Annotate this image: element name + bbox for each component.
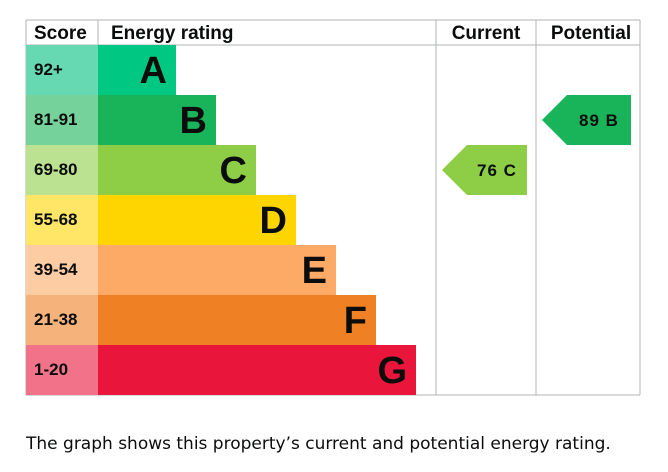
band-letter-d: D [260,200,287,242]
rating-bands: 92+ A 81-91 B 69-80 C 55-68 D 39-54 E 21-38 F 1-20 G [26,45,416,395]
score-range-c: 69-80 [34,160,77,179]
band-letter-b: B [180,100,207,142]
band-bar-g [98,345,416,395]
score-cell-b [26,95,98,145]
band-letter-f: F [344,300,367,342]
band-bar-d [98,195,296,245]
band-letter-c: C [220,150,247,192]
epc-chart: Score Energy rating Current Potential 92… [25,19,641,396]
band-bar-c [98,145,256,195]
header-score: Score [34,23,87,44]
band-bar-e [98,245,336,295]
score-cell-d [26,195,98,245]
band-bar-f [98,295,376,345]
score-range-e: 39-54 [34,260,78,279]
score-range-b: 81-91 [34,110,77,129]
score-range-d: 55-68 [34,210,77,229]
chart-caption: The graph shows this property’s current … [26,434,611,454]
score-cell-a [26,45,98,95]
score-cell-e [26,245,98,295]
score-cell-c [26,145,98,195]
chart-headers: Score Energy rating Current Potential [34,23,631,44]
current-rating-arrow [442,145,527,195]
potential-rating-label: 89 B [579,111,619,130]
band-letter-g: G [377,350,407,392]
rating-markers: 76 C 89 B [442,95,631,195]
score-range-a: 92+ [34,60,63,79]
band-bar-a [98,45,176,95]
score-range-f: 21-38 [34,310,77,329]
score-cell-f [26,295,98,345]
current-rating-label: 76 C [477,161,517,180]
score-range-g: 1-20 [34,360,68,379]
band-bar-b [98,95,216,145]
header-current: Current [452,23,521,44]
header-potential: Potential [551,23,631,44]
header-energy-rating: Energy rating [111,23,233,44]
band-letter-a: A [140,50,167,92]
potential-rating-arrow [542,95,631,145]
band-letter-e: E [302,250,327,292]
score-cell-g [26,345,98,395]
